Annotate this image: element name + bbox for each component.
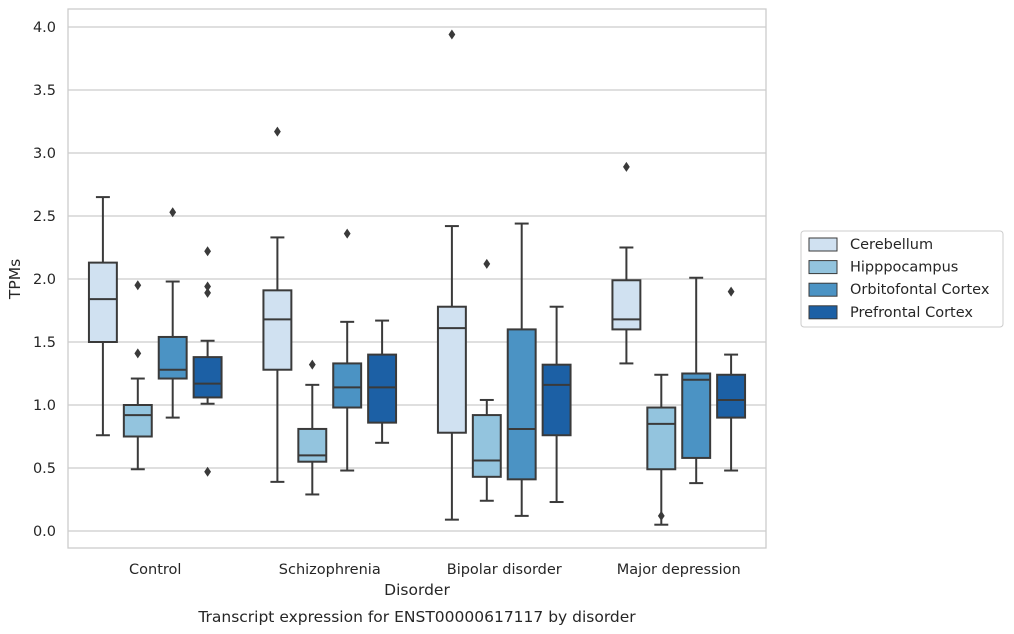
legend-swatch (808, 237, 838, 252)
box-body (122, 404, 153, 438)
box-body (332, 362, 363, 409)
y-tick-label: 1.0 (33, 398, 56, 414)
box-series-group (122, 258, 677, 526)
box-body (297, 427, 328, 463)
box-body (646, 406, 677, 471)
y-tick-label: 3.5 (33, 83, 56, 99)
box-series-group (157, 207, 712, 517)
plot-frame (67, 8, 767, 549)
x-axis-title: Disorder (384, 581, 450, 599)
box-body (716, 373, 747, 419)
legend-swatch (808, 260, 838, 275)
outlier-point (274, 126, 281, 137)
box-body (157, 335, 188, 380)
box (297, 359, 328, 496)
y-tick-label: 4.0 (33, 20, 56, 36)
outlier-point (657, 510, 665, 521)
x-tick-label: Major depression (617, 562, 741, 578)
box-body (436, 305, 467, 434)
y-tick-label: 2.5 (33, 209, 56, 225)
box-body (681, 372, 712, 459)
box (332, 228, 363, 472)
y-tick-label: 2.0 (33, 272, 56, 288)
legend-label: Prefrontal Cortex (850, 305, 973, 321)
legend-label: Hipppocampus (850, 260, 958, 276)
y-tick-label: 1.5 (33, 335, 56, 351)
box (122, 280, 153, 471)
box-series-group (192, 246, 747, 504)
box-body (611, 279, 642, 331)
outlier-point (343, 228, 351, 239)
legend-swatch (808, 305, 838, 320)
x-tick-label: Control (129, 562, 181, 578)
box (506, 222, 537, 517)
box-body (367, 353, 398, 424)
box (611, 161, 642, 365)
box (646, 373, 677, 526)
box (367, 319, 398, 444)
y-tick-label: 3.0 (33, 146, 56, 162)
legend: Cerebellum Hipppocampus Orbitofontal Corte… (800, 230, 1004, 328)
box (87, 196, 118, 437)
y-tick-label: 0.0 (33, 524, 56, 540)
y-tick-label: 0.5 (33, 461, 56, 477)
box-body (541, 363, 572, 437)
box (262, 126, 293, 483)
box-body (262, 289, 293, 371)
legend-label: Cerebellum (850, 237, 933, 253)
box-body (471, 414, 502, 478)
legend-frame (800, 230, 1004, 328)
box (436, 29, 467, 521)
outlier-point (727, 286, 735, 297)
legend-swatch (808, 282, 838, 297)
box-body (506, 328, 537, 481)
outlier-point (204, 281, 211, 292)
box (192, 246, 223, 477)
y-axis-title: TPMs (6, 259, 24, 300)
box (681, 276, 712, 485)
outlier-point (623, 161, 630, 172)
y-tick-labels: 0.0 0.5 1.0 1.5 2.0 2.5 3.0 3.5 4.0 (33, 20, 56, 540)
outlier-point (483, 258, 491, 269)
x-tick-label: Bipolar disorder (447, 562, 562, 578)
x-tick-labels: Control Schizophrenia Bipolar disorder Majo… (129, 562, 741, 578)
x-tick-label: Schizophrenia (279, 562, 381, 578)
outlier-point (204, 466, 211, 477)
outlier-point (134, 348, 142, 359)
outlier-point (204, 287, 211, 298)
box-series-group (87, 29, 642, 521)
outlier-point (134, 280, 142, 291)
box (541, 305, 572, 504)
box-series (87, 29, 747, 526)
box-body (87, 261, 118, 343)
outlier-point (308, 359, 316, 370)
chart-caption: Transcript expression for ENST0000061711… (197, 608, 636, 626)
legend-label: Orbitofontal Cortex (850, 282, 990, 298)
outlier-point (448, 29, 456, 40)
outlier-point (169, 207, 177, 218)
box-body (192, 356, 223, 399)
box (716, 286, 747, 472)
box (157, 207, 188, 419)
outlier-point (204, 246, 211, 257)
box (471, 258, 502, 502)
